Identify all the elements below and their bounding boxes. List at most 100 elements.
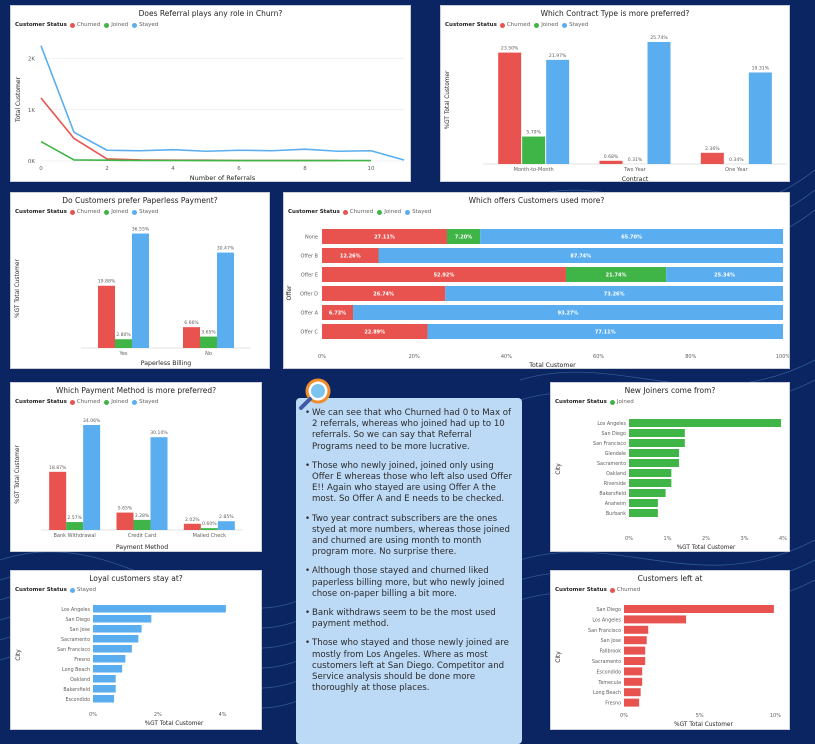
data-label: 87.74% [570,254,591,260]
bar-stayed [93,655,126,663]
bar-segment-joined [565,267,667,282]
legend-label-churned: Churned [616,587,641,593]
legend-dot-churned [69,209,75,215]
y-tick-label: Fresno [74,657,90,663]
legend-title: Customer Status [15,399,67,405]
legend-label-joined: Joined [384,209,402,215]
bar-segment-churned [322,229,447,244]
y-tick-label: 2K [28,57,35,63]
data-label: 2.80% [116,332,131,338]
data-label: 36.55% [132,227,150,233]
legend-dot-stayed [132,209,138,215]
legend-label-churned: Churned [506,22,531,28]
data-label: 5.65% [118,506,133,512]
y-tick-label: Offer B [300,254,318,260]
data-label: 19.88% [98,279,116,285]
data-label: 22.89% [364,330,385,336]
chart-title: New Joiners come from? [624,386,716,395]
legend-label-churned: Churned [76,209,101,215]
legend-item-stayed: Stayed [132,22,158,28]
data-label: 18.87% [49,465,67,471]
legend-dot-churned [609,587,615,593]
bar-churned [98,285,115,348]
legend-label-stayed: Stayed [139,399,159,405]
bar-stayed [93,665,123,673]
legend-dot-stayed [562,22,568,28]
y-tick-label: Bakersfield [63,687,90,693]
legend-label-joined: Joined [111,209,129,215]
x-tick-label: 0% [89,712,97,718]
y-tick-label: Sacramento [592,659,621,665]
data-label: 21.97% [549,53,567,59]
churned-city-bar-chart: San Diego Los Angeles San Francisco San Jos… [556,605,781,728]
bar-joined [133,519,151,530]
legend-item-joined: Joined [104,399,128,405]
bar-joined [629,479,672,487]
x-tick-label: 10% [770,713,781,719]
data-label: 25.74% [650,35,668,41]
x-tick-label: Yes [118,351,127,357]
legend-dot-stayed [405,209,411,215]
y-tick-label: Offer C [300,330,318,336]
bar-churned [624,698,640,707]
y-axis-label: Offer [286,285,293,301]
chart-legend: Customer Status Churned Joined Stayed [15,209,162,215]
chart-title: Customers left at [637,574,703,583]
churned-city-chart-panel: Customers left at Customer Status Churne… [550,570,790,730]
data-label: 3.65% [201,330,216,336]
bar-joined [629,449,680,457]
chart-title: Loyal customers stay at? [89,574,183,583]
bar-stayed [150,437,168,530]
y-axis-label: %GT Total Customer [445,70,451,129]
bar-stayed [93,685,116,693]
insight-item: We can see that who Churned had 0 to Max… [305,408,514,453]
bar-churned [700,152,724,164]
insight-item: Two year contract subscribers are the on… [305,514,514,559]
legend-dot-joined [609,399,615,405]
data-label: 7.20% [455,235,472,241]
y-tick-label: None [305,235,318,241]
x-tick-label: 0% [625,536,633,542]
x-tick-label: 4% [779,536,787,542]
data-label: 19.31% [752,65,770,71]
bar-stayed [93,605,226,613]
legend-item-joined: Joined [104,209,128,215]
y-tick-label: Fallbrook [600,649,622,655]
contract-bar-chart: 23.50% 5.79% 21.97% Month-to-Month 0.68% 25.7… [445,35,787,181]
paperless-bar-chart: 19.88% 2.80% 36.55% Yes 6.66%3.65% 30.47% No Pa… [15,227,251,367]
legend-item-joined: Joined [377,209,401,215]
bar-joined [115,339,132,348]
chart-title: Which Payment Method is more preferred? [55,386,217,395]
data-label: 6.73% [329,311,346,317]
x-axis-label: Payment Method [116,544,168,551]
legend-dot-stayed [69,587,75,593]
legend-item-churned: Churned [69,399,100,405]
legend-label-churned: Churned [349,209,374,215]
new-joiners-chart-panel: New Joiners come from? Customer Status J… [550,382,790,552]
y-tick-label: Bakersfield [599,491,626,497]
y-tick-label: 1K [28,108,35,114]
y-tick-label: Fresno [605,701,621,707]
data-label: 52.92% [434,273,455,279]
bar-churned [116,512,134,530]
y-tick-label: Offer A [300,311,318,317]
y-tick-label: Temecula [597,680,621,686]
bar-joined [629,469,672,477]
chart-title: Does Referral plays any role in Churn? [138,9,283,18]
legend-item-stayed: Stayed [132,209,158,215]
paperless-chart-panel: Do Customers prefer Paperless Payment? C… [10,192,270,369]
bar-stayed [217,252,234,348]
bar-segment-stayed [445,286,783,301]
y-tick-label: San Jose [70,627,90,633]
x-tick-label: 60% [593,354,604,360]
legend-dot-churned [69,399,75,405]
legend-item-stayed: Stayed [132,399,158,405]
x-tick-label: 4 [171,166,175,172]
bar-stayed [93,635,139,643]
bar-stayed [93,675,116,683]
bar-joined [629,509,658,517]
bar-stayed [748,72,772,164]
chart-legend: Customer Status Stayed [15,587,100,593]
legend-dot-churned [69,22,75,28]
legend-item-churned: Churned [342,209,374,215]
